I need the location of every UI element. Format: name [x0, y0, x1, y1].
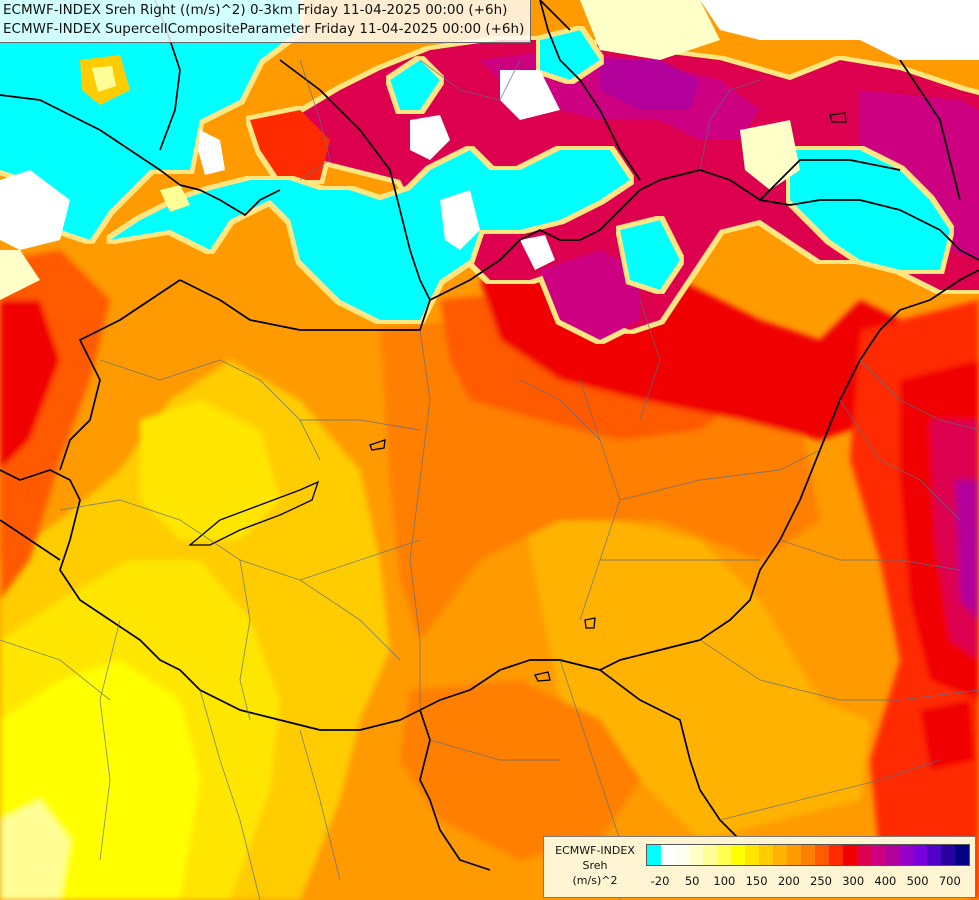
legend-swatch [675, 845, 689, 865]
legend-swatch [843, 845, 857, 865]
legend-swatch [787, 845, 801, 865]
legend-swatch [885, 845, 899, 865]
legend-swatch [871, 845, 885, 865]
legend-swatch [913, 845, 927, 865]
legend-tick-label: 700 [938, 874, 961, 888]
lakes [188, 112, 847, 682]
header-line-scp: ECMWF-INDEX SupercellCompositeParameter … [3, 21, 525, 37]
field-white [0, 0, 979, 300]
field-yellow [0, 360, 870, 900]
field-cyan [0, 0, 950, 320]
legend-swatch [773, 845, 787, 865]
legend-tick-label: 200 [777, 874, 800, 888]
legend-swatch [857, 845, 871, 865]
legend-swatch [717, 845, 731, 865]
legend-tick-label: 50 [684, 874, 700, 888]
legend-ticks: -20 50 100 150 200 250 300 400 500 700 [646, 874, 968, 890]
legend-variable: Sreh [582, 859, 608, 872]
legend-swatch [927, 845, 941, 865]
legend-title: ECMWF-INDEX [555, 844, 635, 857]
field-east [850, 300, 979, 900]
legend-tick-label: 100 [713, 874, 736, 888]
map-header: ECMWF-INDEX Sreh Right ((m/s)^2) 0-3km F… [0, 0, 532, 43]
country-borders [0, 0, 979, 871]
legend-tick-label: 500 [906, 874, 929, 888]
header-line-sreh: ECMWF-INDEX Sreh Right ((m/s)^2) 0-3km F… [3, 2, 508, 18]
legend-tick-label: -20 [650, 874, 670, 888]
color-legend: ECMWF-INDEX Sreh (m/s)^2 -20 50 100 150 200 2… [543, 836, 976, 898]
legend-swatch [815, 845, 829, 865]
legend-swatch [703, 845, 717, 865]
legend-swatch [647, 845, 661, 865]
legend-swatch [829, 845, 843, 865]
legend-tick-label: 150 [745, 874, 768, 888]
legend-swatch [661, 845, 675, 865]
legend-swatch [955, 845, 969, 865]
legend-tick-label: 250 [810, 874, 832, 888]
legend-swatch [941, 845, 955, 865]
legend-swatch [731, 845, 745, 865]
legend-swatch [759, 845, 773, 865]
legend-swatch [689, 845, 703, 865]
legend-colorbar [646, 844, 970, 866]
legend-swatch [745, 845, 759, 865]
legend-tick-label: 300 [842, 874, 865, 888]
legend-swatch [899, 845, 913, 865]
legend-unit: (m/s)^2 [572, 874, 618, 887]
legend-tick-label: 400 [874, 874, 897, 888]
field-red-west [0, 250, 110, 600]
legend-swatch [801, 845, 815, 865]
legend-label: ECMWF-INDEX Sreh (m/s)^2 [548, 843, 642, 888]
admin-boundaries [0, 59, 979, 900]
